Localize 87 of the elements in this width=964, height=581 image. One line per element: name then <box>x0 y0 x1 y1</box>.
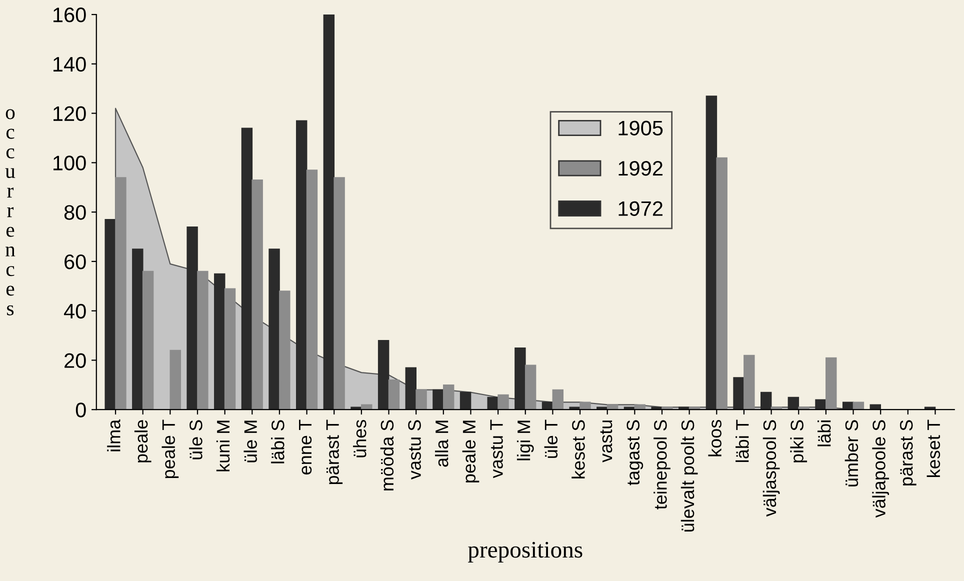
bar <box>214 273 226 410</box>
bar <box>606 404 618 410</box>
x-tick-label: koos <box>708 420 722 456</box>
bar <box>460 392 472 410</box>
bar <box>442 384 454 410</box>
x-tick-label: piki S <box>790 420 808 462</box>
bar <box>104 219 116 410</box>
x-tick-label: kuni M <box>216 420 230 472</box>
legend-label: 1972 <box>618 201 662 216</box>
x-tick-label: üle T <box>544 420 558 458</box>
bar <box>170 350 181 410</box>
x-tick-label: tagast S <box>626 420 644 486</box>
x-tick-label: vastu S <box>408 420 421 480</box>
y-tick-label: 0 <box>76 402 86 418</box>
bar <box>142 270 154 410</box>
y-tick-label: 60 <box>64 254 86 270</box>
bar <box>662 406 673 410</box>
x-tick-label: pärast S <box>900 420 916 486</box>
x-tick-label: peale <box>134 420 152 462</box>
bar <box>514 347 526 410</box>
bar <box>580 402 591 410</box>
bar <box>826 357 837 410</box>
bar <box>706 96 718 410</box>
legend-label: 1905 <box>618 120 663 136</box>
bar <box>524 364 536 410</box>
y-tick-label: 40 <box>64 304 86 319</box>
bar <box>798 406 810 410</box>
y-tick-label: 20 <box>64 353 86 368</box>
bar <box>197 270 208 410</box>
y-tick-label: 120 <box>54 106 86 122</box>
x-tick-label: läbi <box>818 420 831 446</box>
bar <box>716 157 728 410</box>
bar <box>296 120 308 410</box>
x-tick-label: vastu <box>600 420 612 462</box>
bar <box>279 290 290 410</box>
y-tick-label: 80 <box>64 205 86 220</box>
x-tick-label: pärast T <box>326 420 343 484</box>
bar <box>552 389 564 410</box>
x-tick-label: mööda S <box>380 420 394 490</box>
x-tick-label: peale M <box>462 420 480 482</box>
bar <box>733 377 744 410</box>
bar <box>252 180 263 410</box>
x-tick-label: alla M <box>434 420 448 467</box>
bar <box>224 288 236 410</box>
y-tick-label: 100 <box>54 156 86 170</box>
x-tick-label: ligi M <box>516 420 534 460</box>
bar <box>405 367 417 410</box>
legend-label: 1992 <box>618 160 662 176</box>
y-tick-label: 140 <box>54 56 86 72</box>
x-tick-label: läbi T <box>736 420 749 462</box>
x-tick-label: ühes <box>353 420 366 458</box>
x-tick-label: keset S <box>572 420 585 478</box>
x-tick-label: keset T <box>926 420 940 477</box>
bar <box>334 177 345 410</box>
x-tick-label: vastu T <box>490 420 503 478</box>
bar <box>241 128 253 410</box>
text: occurrences <box>5 109 16 316</box>
x-tick-label: ümber S <box>844 420 858 486</box>
bar <box>788 396 800 410</box>
x-tick-label: ilma <box>107 419 120 452</box>
bar <box>498 394 509 410</box>
bar <box>432 389 444 410</box>
x-tick-label: peale T <box>162 420 179 478</box>
bar <box>378 340 390 410</box>
bar <box>870 404 882 410</box>
bar <box>388 380 400 410</box>
bar <box>744 354 755 410</box>
bar <box>132 248 144 410</box>
bar <box>760 392 772 410</box>
x-tick-label: väljaspool S <box>762 420 780 517</box>
x-tick-label: üle S <box>189 420 202 460</box>
bar <box>186 226 198 410</box>
x-axis-title: prepositions <box>468 542 582 562</box>
bar <box>268 248 280 410</box>
bar <box>115 177 126 410</box>
x-tick-label: ülevalt poolt S <box>680 420 698 532</box>
x-tick-label: enne T <box>299 420 312 474</box>
x-tick-label: üle M <box>244 420 257 462</box>
bar <box>306 170 318 410</box>
y-tick-label: 160 <box>54 8 86 22</box>
bar <box>361 404 372 410</box>
bar <box>634 404 646 410</box>
x-tick-label: väljapoole S <box>872 420 889 518</box>
x-tick-label: läbi S <box>271 420 284 464</box>
bar <box>416 389 427 410</box>
bar <box>323 14 335 410</box>
x-tick-label: teinepool S <box>654 420 670 510</box>
